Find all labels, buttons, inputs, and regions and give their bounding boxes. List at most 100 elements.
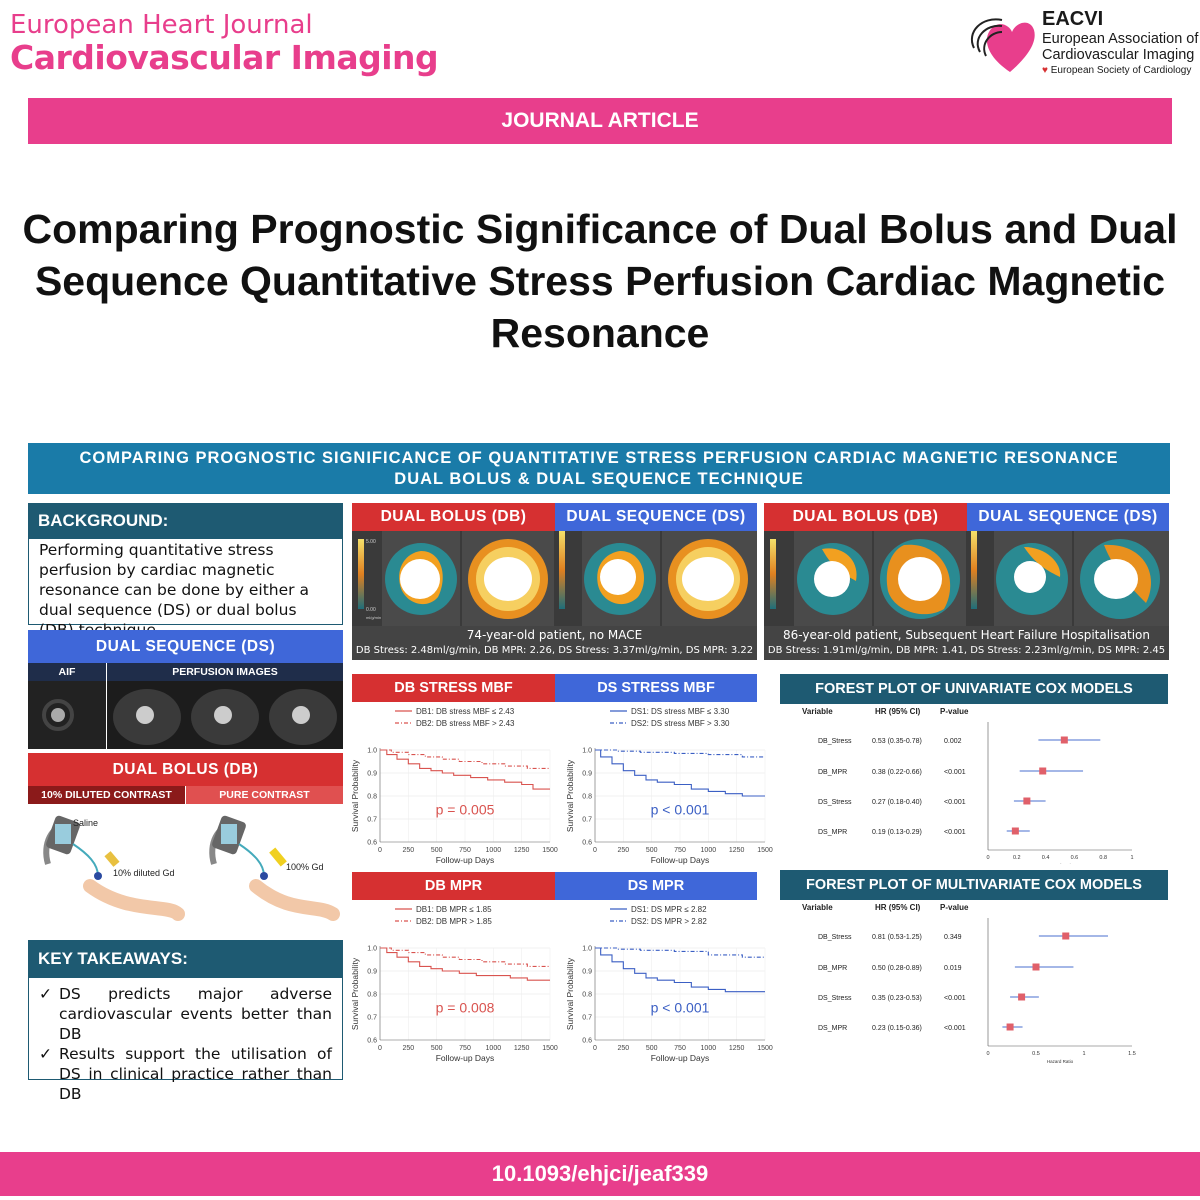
forest-x-tick: 0.4	[1042, 855, 1050, 861]
patient1-caption: 74-year-old patient, no MACE DB Stress: …	[352, 626, 757, 660]
patient2-caption-title: 86-year-old patient, Subsequent Heart Fa…	[783, 628, 1150, 642]
panel1-db-label: DUAL BOLUS (DB)	[352, 503, 555, 531]
km-chart-ds-stress: DS1: DS stress MBF ≤ 3.30 DS2: DS stress …	[565, 707, 773, 865]
article-title: Comparing Prognostic Significance of Dua…	[22, 206, 1178, 356]
x-tick-label: 500	[646, 1045, 658, 1052]
p-value: p = 0.008	[436, 999, 495, 1015]
forest-p-value: <0.001	[944, 995, 966, 1002]
colorbar-bottom: 0.00	[366, 607, 376, 613]
abstract-header-line2: DUAL BOLUS & DUAL SEQUENCE TECHNIQUE	[394, 470, 804, 488]
y-tick-label: 0.9	[582, 771, 592, 778]
background-text: Performing quantitative stress perfusion…	[28, 538, 343, 639]
survival-curve	[380, 749, 550, 769]
x-tick-label: 250	[617, 847, 629, 854]
legend-label: DS1: DS MPR ≤ 2.82	[631, 905, 707, 914]
forest-hr-text: 0.35 (0.23-0.53)	[872, 995, 922, 1002]
x-tick-label: 250	[402, 847, 414, 854]
forest-variable: DB_MPR	[818, 769, 847, 776]
x-tick-label: 1000	[486, 847, 502, 854]
survival-curve	[380, 947, 550, 967]
abstract-header: COMPARING PROGNOSTIC SIGNIFICANCE OF QUA…	[28, 443, 1170, 494]
forest-col-header: Variable	[802, 903, 833, 912]
legend-label: DB1: DB MPR ≤ 1.85	[416, 905, 492, 914]
y-tick-label: 0.6	[367, 840, 377, 847]
y-axis-label: Survival Probability	[565, 957, 575, 1030]
x-tick-label: 250	[617, 1045, 629, 1052]
takeaway-item: ✓ Results support the utilisation of DS i…	[39, 1044, 332, 1104]
x-axis-label: Follow-up Days	[436, 1053, 495, 1063]
y-tick-label: 0.7	[367, 1015, 377, 1022]
forest-hr-marker	[1032, 963, 1040, 971]
forest-col-header: HR (95% CI)	[875, 707, 921, 716]
y-tick-label: 0.8	[367, 794, 377, 801]
forest-p-value: 0.349	[944, 934, 962, 941]
forest-hr-text: 0.38 (0.22-0.66)	[872, 769, 922, 776]
y-axis-label: Survival Probability	[350, 759, 360, 832]
x-tick-label: 1250	[729, 1045, 745, 1052]
forest-hr-text: 0.53 (0.35-0.78)	[872, 738, 922, 745]
patient1-caption-values: DB Stress: 2.48ml/g/min, DB MPR: 2.26, D…	[355, 645, 754, 656]
takeaway-text: Results support the utilisation of DS in…	[59, 1045, 332, 1103]
x-tick-label: 500	[431, 847, 443, 854]
patient2-caption: 86-year-old patient, Subsequent Heart Fa…	[764, 626, 1169, 660]
x-tick-label: 1500	[542, 847, 558, 854]
doi-bar[interactable]: 10.1093/ehjci/jeaf339	[0, 1152, 1200, 1196]
x-tick-label: 750	[459, 847, 471, 854]
forest-variable: DB_Stress	[818, 738, 852, 745]
forest-hr-text: 0.19 (0.13-0.29)	[872, 829, 922, 836]
takeaways-title: KEY TAKEAWAYS:	[28, 940, 343, 977]
society-name-line1: European Association of	[1042, 31, 1199, 47]
x-tick-label: 0	[378, 1045, 382, 1052]
forest-col-header: P-value	[940, 707, 969, 716]
society-parent: ♥ European Society of Cardiology	[1042, 65, 1200, 76]
colorbar-unit: ml/g/min	[366, 615, 381, 620]
forest-x-tick: 1	[1082, 1051, 1085, 1057]
forest-univariate-title: FOREST PLOT OF UNIVARIATE COX MODELS	[780, 674, 1168, 704]
forest-hr-text: 0.23 (0.15-0.36)	[872, 1025, 922, 1032]
forest-col-header: Variable	[802, 707, 833, 716]
km-chart-db-stress: DB1: DB stress MBF ≤ 2.43 DB2: DB stress …	[350, 707, 558, 865]
y-tick-label: 0.8	[367, 992, 377, 999]
y-tick-label: 0.7	[367, 817, 377, 824]
patient2-caption-values: DB Stress: 1.91ml/g/min, DB MPR: 1.41, D…	[767, 645, 1166, 656]
forest-x-tick: 0	[986, 855, 989, 861]
x-tick-label: 750	[459, 1045, 471, 1052]
ds-title: DUAL SEQUENCE (DS)	[28, 630, 343, 663]
forest-col-header: HR (95% CI)	[875, 903, 921, 912]
x-axis-label: Follow-up Days	[651, 855, 710, 865]
km-ds-mpr-title: DS MPR	[555, 872, 757, 900]
forest-x-label: Hazard Ratio	[1047, 1059, 1074, 1064]
km-db-mpr-title: DB MPR	[352, 872, 555, 900]
pure-gd-label: 100% Gd	[286, 862, 324, 872]
x-axis-label: Follow-up Days	[436, 855, 495, 865]
forest-hr-text: 0.27 (0.18-0.40)	[872, 799, 922, 806]
x-tick-label: 500	[646, 847, 658, 854]
patient1-caption-title: 74-year-old patient, no MACE	[466, 628, 643, 642]
esc-heart-icon: ♥	[1042, 65, 1048, 76]
diluted-gd-label: 10% diluted Gd	[113, 868, 175, 878]
survival-curve	[595, 749, 765, 758]
forest-variable: DS_MPR	[818, 829, 847, 836]
takeaways-list: ✓ DS predicts major adverse cardiovascula…	[28, 977, 343, 1103]
journal-name: European Heart Journal	[10, 10, 313, 40]
y-tick-label: 0.7	[582, 817, 592, 824]
x-tick-label: 1250	[514, 1045, 530, 1052]
y-tick-label: 1.0	[367, 946, 377, 953]
forest-hr-marker	[1023, 797, 1031, 805]
survival-curve	[595, 947, 765, 993]
panel2-ds-label: DUAL SEQUENCE (DS)	[967, 503, 1169, 531]
legend-label: DS1: DS stress MBF ≤ 3.30	[631, 707, 730, 716]
y-axis-label: Survival Probability	[565, 759, 575, 832]
society-block: EACVI European Association of Cardiovasc…	[1042, 8, 1200, 76]
perfusion-maps-patient2	[764, 531, 1169, 626]
y-tick-label: 0.6	[582, 1038, 592, 1045]
km-ds-stress-title: DS STRESS MBF	[555, 674, 757, 702]
y-tick-label: 0.9	[582, 969, 592, 976]
perfusion-maps-patient1: 5.00 0.00 ml/g/min	[352, 531, 757, 626]
x-tick-label: 500	[431, 1045, 443, 1052]
y-tick-label: 0.8	[582, 794, 592, 801]
forest-x-tick: 0.8	[1099, 855, 1107, 861]
ds-aif-label: AIF	[28, 663, 106, 681]
